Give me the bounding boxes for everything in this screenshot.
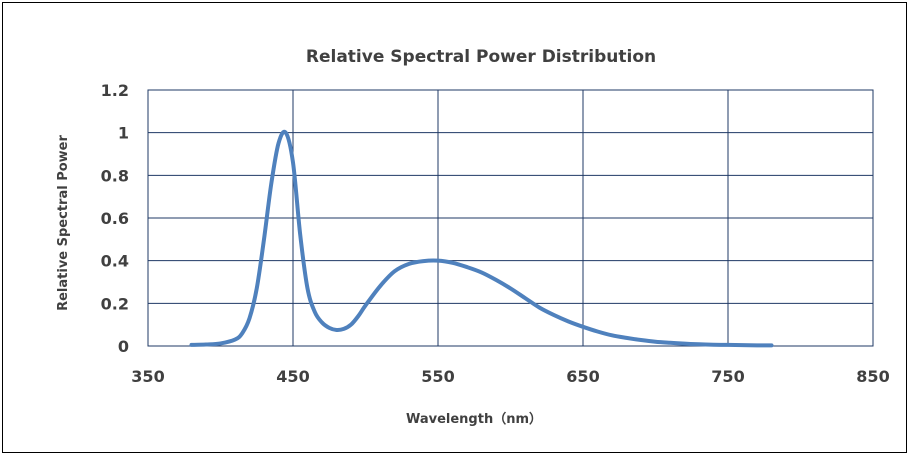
y-tick-label: 0.2 (101, 294, 129, 313)
y-axis-ticks: 0 0.2 0.4 0.6 0.8 1 1.2 (101, 81, 129, 356)
x-axis-ticks: 350 450 550 650 750 850 (131, 367, 889, 386)
y-tick-label: 1.2 (101, 81, 129, 100)
spectral-power-line (189, 129, 774, 348)
y-tick-label: 1 (118, 124, 129, 143)
x-tick-label: 750 (711, 367, 744, 386)
x-tick-label: 850 (856, 367, 889, 386)
x-tick-label: 650 (566, 367, 599, 386)
y-tick-label: 0.8 (101, 166, 129, 185)
y-tick-label: 0.4 (101, 252, 129, 271)
y-tick-label: 0.6 (101, 209, 129, 228)
x-axis-label: Wavelength（nm） (406, 411, 542, 427)
grid-layer (147, 89, 874, 347)
x-tick-label: 450 (276, 367, 309, 386)
series-layer (189, 129, 774, 348)
x-tick-label: 350 (131, 367, 164, 386)
chart-title: Relative Spectral Power Distribution (306, 47, 656, 67)
y-axis-label: Relative Spectral Power (56, 135, 71, 311)
x-tick-label: 550 (421, 367, 454, 386)
y-tick-label: 0 (118, 337, 129, 356)
